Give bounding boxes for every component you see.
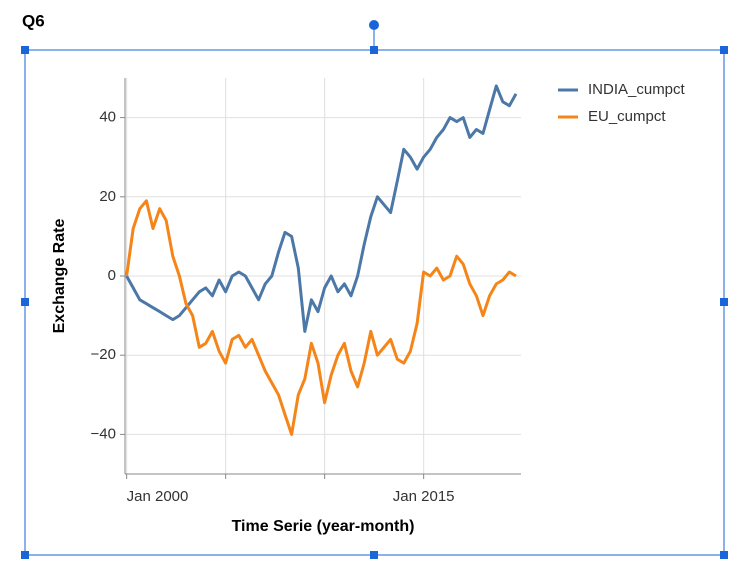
resize-handle[interactable] [720, 46, 728, 54]
y-tick-label: 20 [99, 188, 116, 205]
y-axis-title: Exchange Rate [51, 219, 68, 334]
x-tick-label: Jan 2015 [393, 488, 455, 505]
resize-handle[interactable] [21, 46, 29, 54]
rotate-handle[interactable] [369, 20, 379, 30]
x-tick-label: Jan 2000 [127, 488, 189, 505]
x-axis-title: Time Serie (year-month) [232, 518, 415, 535]
series-line [125, 84, 518, 333]
resize-handle[interactable] [370, 551, 378, 559]
resize-handle[interactable] [720, 298, 728, 306]
selection-box[interactable] [24, 49, 725, 556]
question-label: Q6 [22, 11, 45, 30]
y-tick-label: −20 [91, 346, 116, 363]
legend-label: EU_cumpct [588, 108, 666, 125]
series-line [125, 199, 517, 436]
resize-handle[interactable] [21, 298, 29, 306]
legend-label: INDIA_cumpct [588, 81, 686, 98]
y-tick-label: 0 [108, 267, 116, 284]
y-tick-label: 40 [99, 109, 116, 126]
resize-handle[interactable] [720, 551, 728, 559]
resize-handle[interactable] [21, 551, 29, 559]
resize-handle[interactable] [370, 46, 378, 54]
y-tick-label: −40 [91, 425, 116, 442]
